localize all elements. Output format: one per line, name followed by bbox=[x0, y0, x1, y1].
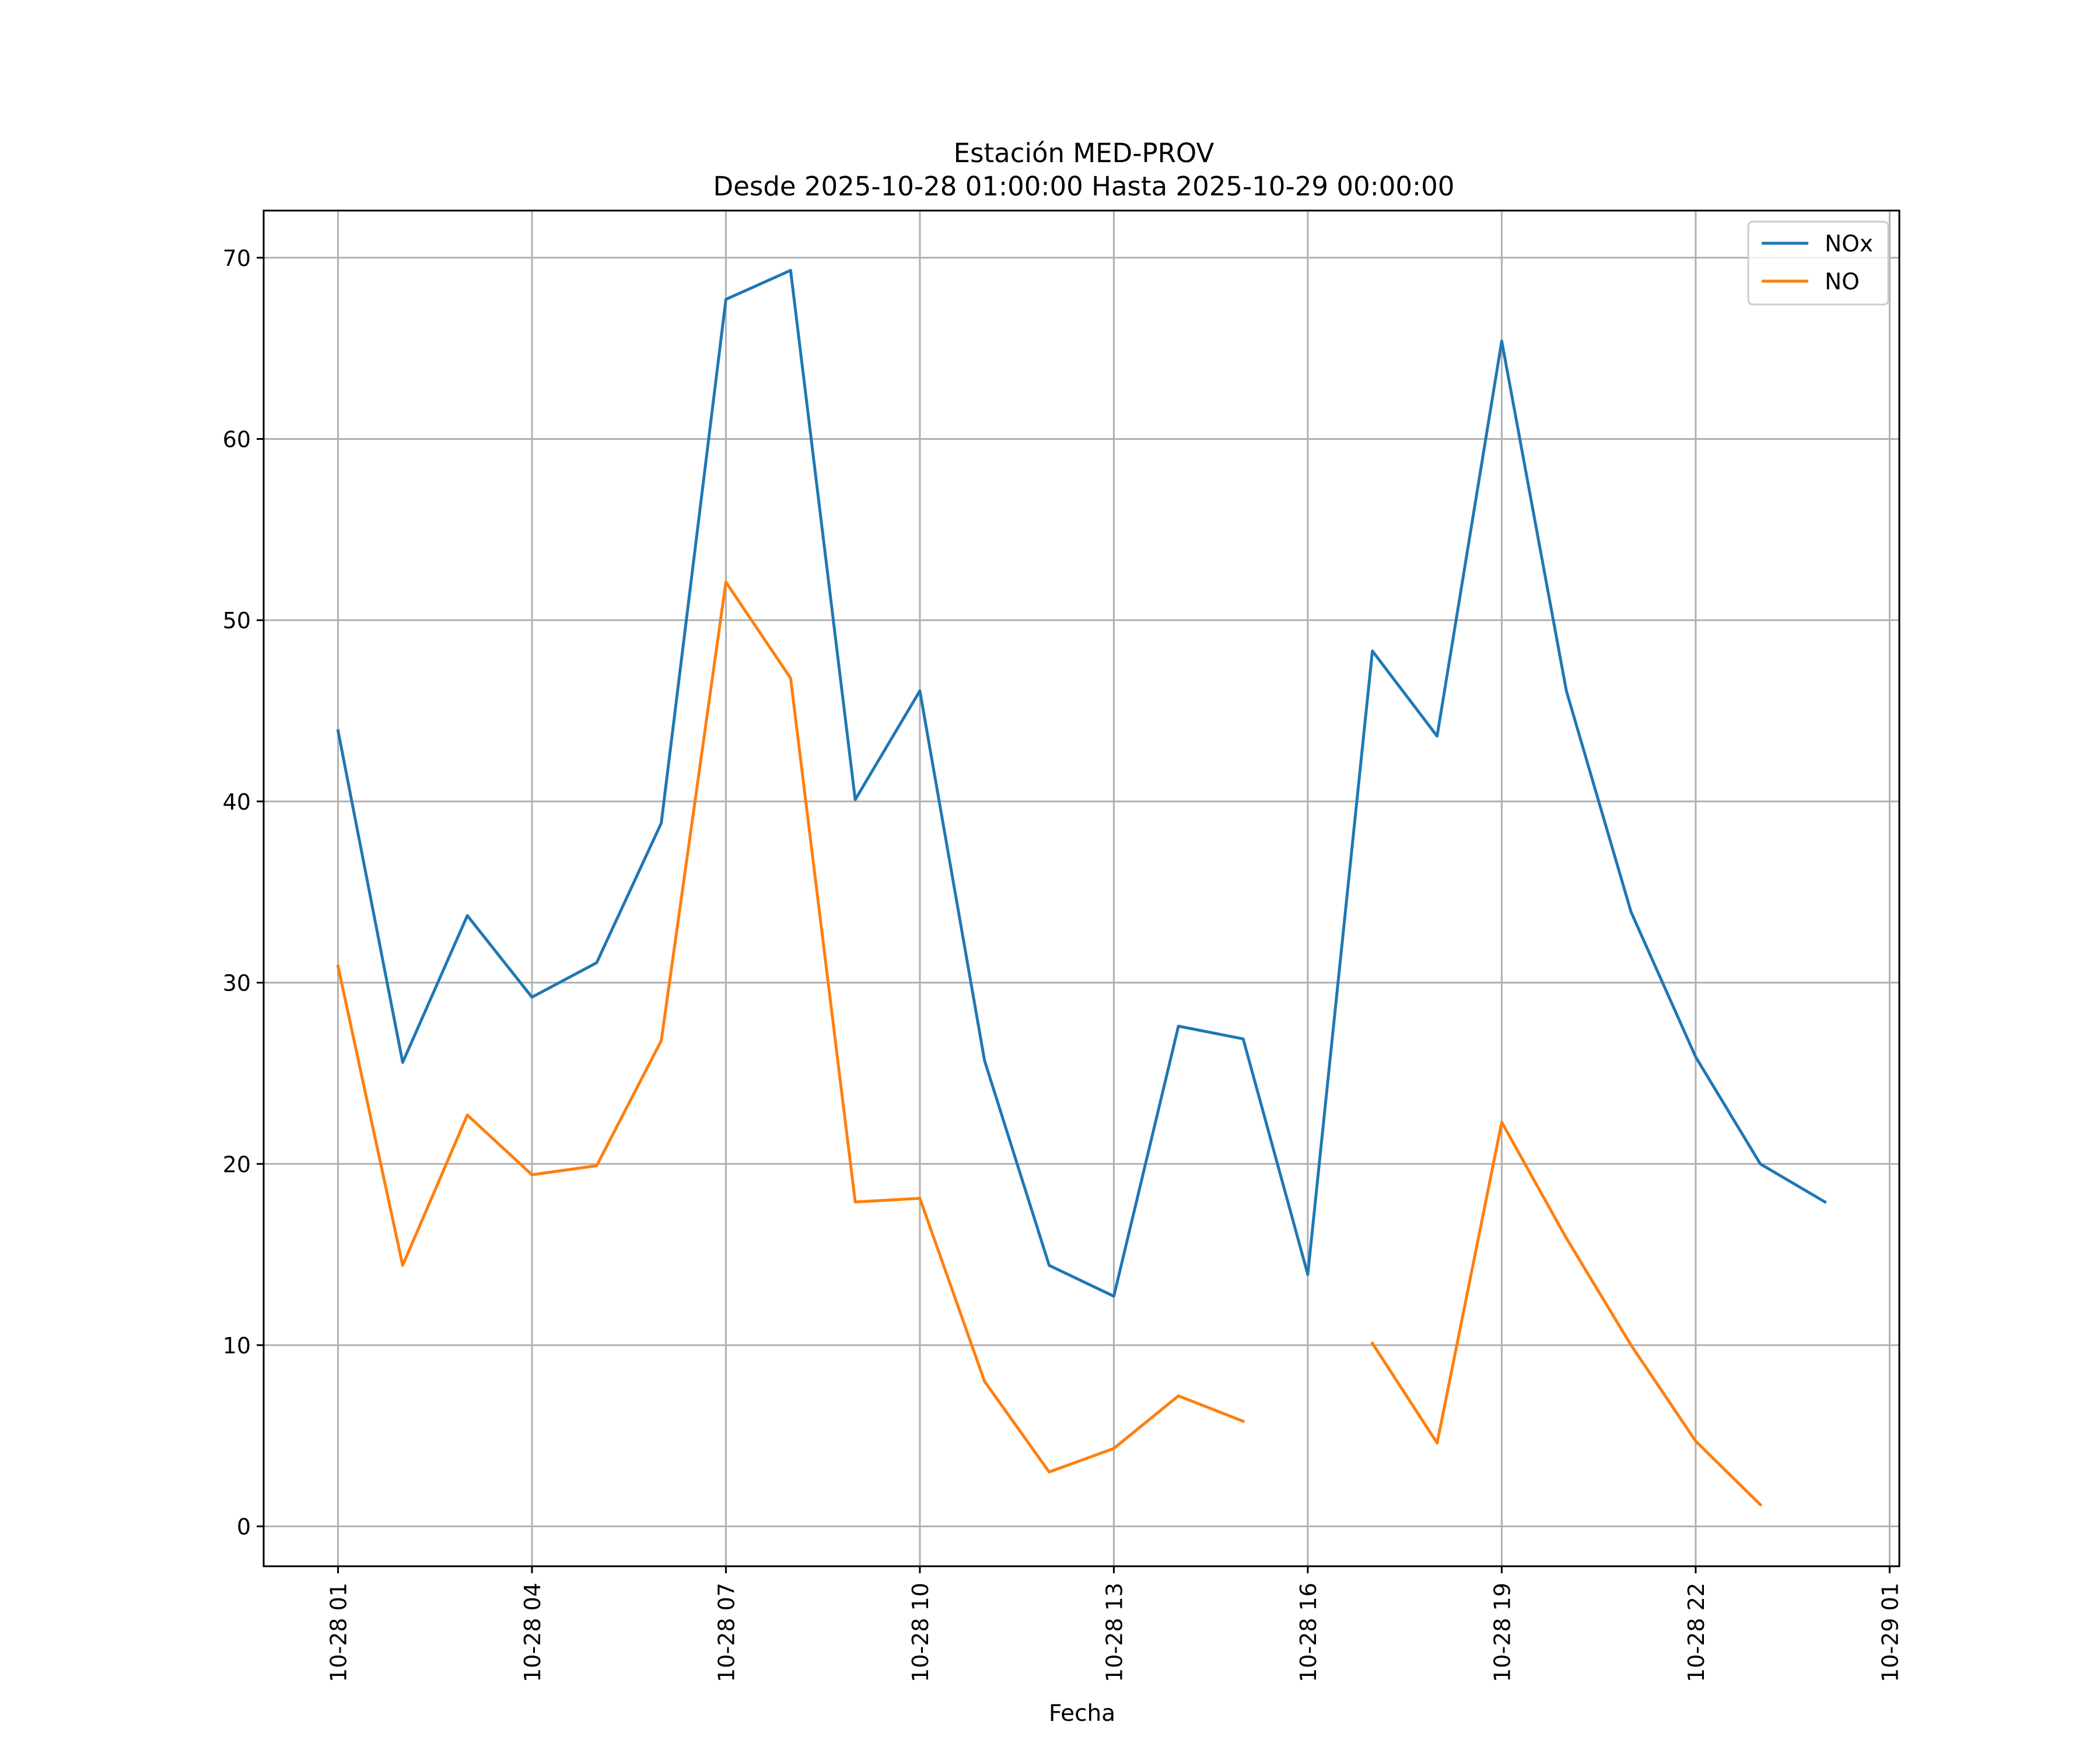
legend-label-no: NO bbox=[1825, 269, 1860, 295]
x-axis-label: Fecha bbox=[1049, 1700, 1115, 1727]
x-tick-label: 10-28 01 bbox=[326, 1583, 351, 1682]
chart-title: Estación MED-PROV bbox=[954, 138, 1214, 169]
plot-area-frame bbox=[262, 209, 1901, 1567]
x-tick-label: 10-28 07 bbox=[713, 1583, 739, 1682]
legend-label-nox: NOx bbox=[1825, 231, 1873, 257]
chart-subtitle: Desde 2025-10-28 01:00:00 Hasta 2025-10-… bbox=[713, 171, 1455, 202]
y-tick-label: 70 bbox=[223, 246, 251, 271]
y-tick-label: 20 bbox=[223, 1152, 251, 1177]
grid-lines bbox=[264, 211, 1899, 1566]
y-tick-label: 60 bbox=[223, 426, 251, 452]
x-tick-label: 10-28 10 bbox=[908, 1583, 933, 1682]
y-tick-label: 30 bbox=[223, 971, 251, 996]
y-tick-label: 10 bbox=[223, 1333, 251, 1359]
series-group bbox=[336, 269, 1827, 1507]
y-tick-label: 50 bbox=[223, 608, 251, 634]
x-axis: 10-28 01 10-28 04 10-28 07 10-28 10 10-28 13… bbox=[326, 1566, 1903, 1682]
y-tick-label: 40 bbox=[223, 789, 251, 815]
series-line-no bbox=[336, 580, 1245, 1474]
series-line-no bbox=[1370, 1121, 1763, 1507]
x-tick-label: 10-28 19 bbox=[1489, 1583, 1515, 1682]
series-line-nox bbox=[336, 269, 1827, 1298]
x-tick-label: 10-28 13 bbox=[1101, 1583, 1127, 1682]
y-tick-label: 0 bbox=[237, 1514, 251, 1540]
x-tick-label: 10-28 16 bbox=[1296, 1583, 1321, 1682]
x-tick-label: 10-28 04 bbox=[520, 1583, 545, 1682]
y-axis: 0 10 20 30 40 50 60 70 bbox=[223, 246, 264, 1540]
legend: NOx NO bbox=[1747, 220, 1889, 306]
x-tick-label: 10-29 01 bbox=[1877, 1583, 1903, 1682]
x-tick-label: 10-28 22 bbox=[1684, 1583, 1709, 1682]
